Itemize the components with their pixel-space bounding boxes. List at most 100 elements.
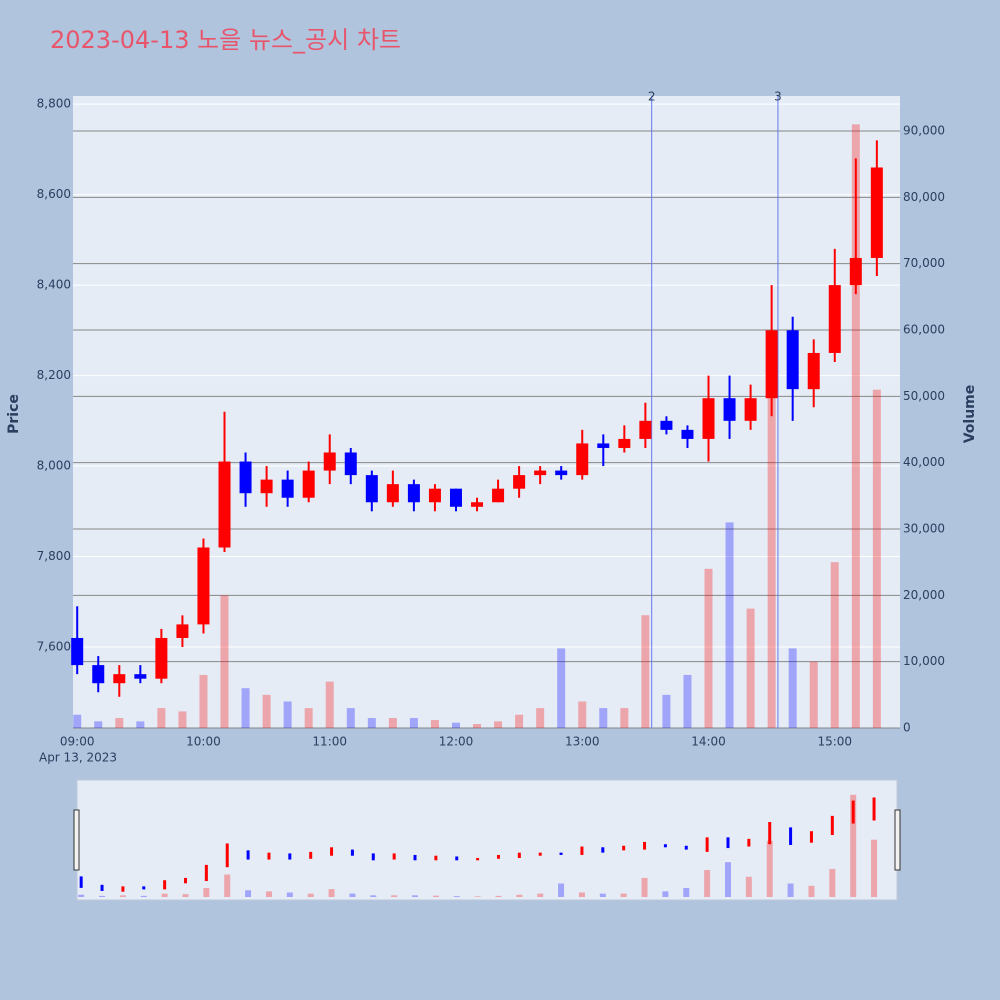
mini-volume-bar bbox=[724, 862, 731, 897]
y-axis-title: Price bbox=[6, 394, 22, 434]
mini-volume-bar bbox=[578, 892, 585, 897]
y2-tick-label: 90,000 bbox=[903, 124, 945, 138]
candle-body bbox=[407, 484, 420, 503]
candle-body bbox=[365, 475, 378, 503]
mini-volume-bar bbox=[140, 895, 147, 897]
volume-bar bbox=[683, 674, 692, 728]
mini-volume-bar bbox=[683, 888, 690, 897]
y-tick-label: 8,800 bbox=[37, 97, 71, 111]
volume-bar bbox=[473, 724, 482, 728]
volume-bar bbox=[346, 708, 355, 728]
candle-body bbox=[639, 420, 652, 439]
mini-volume-bar bbox=[871, 839, 878, 897]
candle-body bbox=[344, 452, 357, 476]
y2-axis-title: Volume bbox=[962, 385, 978, 444]
y2-tick-label: 70,000 bbox=[903, 256, 945, 270]
candle-body bbox=[71, 637, 84, 666]
mini-volume-bar bbox=[850, 794, 857, 897]
x-tick-label: 09:00 bbox=[60, 735, 95, 749]
mini-volume-bar bbox=[203, 888, 210, 897]
candle-body bbox=[618, 438, 631, 448]
candle-body bbox=[386, 484, 399, 503]
candle-body bbox=[449, 488, 462, 507]
range-handle[interactable] bbox=[73, 809, 80, 871]
range-slider[interactable] bbox=[76, 779, 898, 901]
mini-volume-bar bbox=[432, 895, 439, 897]
candle-body bbox=[534, 470, 547, 476]
chart-title: 2023-04-13 노을 뉴스_공시 차트 bbox=[50, 26, 401, 54]
candle-body bbox=[323, 452, 336, 471]
candle-body bbox=[849, 257, 862, 286]
mini-volume-bar bbox=[453, 896, 460, 897]
volume-bar bbox=[515, 714, 524, 728]
candle-body bbox=[681, 429, 694, 439]
mini-volume-bar bbox=[286, 892, 293, 897]
mini-volume-bar bbox=[78, 894, 85, 897]
candle-body bbox=[702, 398, 715, 439]
candle-body bbox=[281, 479, 294, 498]
volume-bar bbox=[641, 615, 650, 728]
volume-bar bbox=[388, 718, 397, 728]
volume-bar bbox=[599, 708, 608, 728]
candle-body bbox=[513, 475, 526, 489]
y-tick-label: 7,600 bbox=[37, 640, 71, 654]
volume-bar bbox=[809, 661, 818, 728]
mini-volume-bar bbox=[620, 893, 627, 897]
mini-volume-bar bbox=[328, 889, 335, 897]
volume-bar bbox=[325, 681, 334, 728]
candle-body bbox=[576, 443, 589, 476]
volume-bar bbox=[830, 562, 839, 728]
mini-volume-bar bbox=[662, 891, 669, 897]
volume-bar bbox=[367, 718, 376, 728]
y2-tick-label: 0 bbox=[903, 721, 911, 735]
x-tick-label: 15:00 bbox=[817, 735, 852, 749]
mini-volume-bar bbox=[808, 885, 815, 897]
mini-volume-bar bbox=[349, 893, 356, 897]
y-tick-label: 8,400 bbox=[37, 278, 71, 292]
volume-bar bbox=[409, 718, 418, 728]
mini-volume-bar bbox=[161, 893, 168, 897]
candle-body bbox=[660, 420, 673, 430]
plot-area bbox=[73, 96, 900, 728]
volume-bar bbox=[725, 522, 734, 728]
mini-volume-bar bbox=[307, 893, 314, 897]
mini-volume-bar bbox=[119, 895, 126, 897]
volume-bar bbox=[578, 701, 587, 728]
event-label: 3 bbox=[774, 90, 782, 104]
x-tick-label: 11:00 bbox=[312, 735, 347, 749]
range-handle[interactable] bbox=[894, 809, 901, 871]
mini-volume-bar bbox=[516, 894, 523, 897]
candle-body bbox=[597, 443, 610, 448]
volume-bar bbox=[220, 595, 229, 728]
candle-body bbox=[744, 398, 757, 421]
volume-bar bbox=[178, 711, 187, 728]
candle-body bbox=[428, 488, 441, 503]
volume-bar bbox=[430, 720, 439, 728]
x-date-label: Apr 13, 2023 bbox=[39, 751, 117, 765]
mini-volume-bar bbox=[599, 893, 606, 897]
candle-body bbox=[807, 352, 820, 390]
candle-body bbox=[197, 547, 210, 625]
candle-body bbox=[176, 624, 189, 638]
mini-volume-bar bbox=[745, 876, 752, 897]
mini-volume-bar bbox=[558, 883, 565, 897]
x-tick-label: 13:00 bbox=[565, 735, 600, 749]
volume-bar bbox=[662, 694, 671, 728]
candle-body bbox=[555, 470, 568, 476]
volume-bar bbox=[704, 568, 713, 728]
mini-volume-bar bbox=[704, 870, 711, 897]
volume-bar bbox=[199, 674, 208, 728]
candle-body bbox=[870, 167, 883, 258]
volume-bar bbox=[557, 648, 566, 728]
mini-volume-bar bbox=[829, 868, 836, 897]
candle-body bbox=[723, 398, 736, 421]
volume-bar bbox=[851, 124, 860, 728]
y-tick-label: 8,600 bbox=[37, 187, 71, 201]
mini-volume-bar bbox=[766, 840, 773, 897]
candle-body bbox=[828, 285, 841, 353]
volume-bar bbox=[262, 694, 271, 728]
volume-bar bbox=[304, 708, 313, 728]
candle-body bbox=[786, 330, 799, 390]
volume-bar bbox=[283, 701, 292, 728]
